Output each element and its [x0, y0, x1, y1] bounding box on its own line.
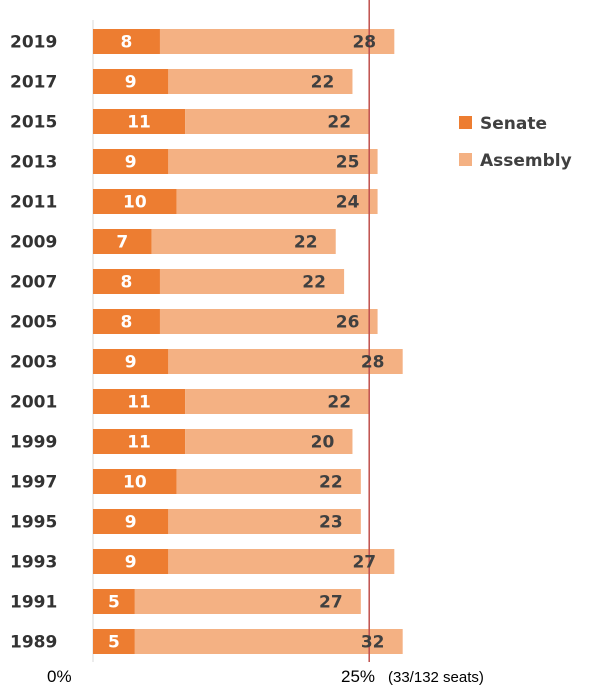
data-label-senate: 5: [108, 593, 120, 613]
y-tick-label: 2015: [10, 113, 57, 133]
y-tick-label: 1995: [10, 513, 57, 533]
y-tick-label: 2013: [10, 153, 57, 173]
data-label-senate: 8: [121, 33, 133, 53]
data-label-senate: 8: [121, 273, 133, 293]
data-label-assembly: 26: [336, 313, 360, 333]
data-label-senate: 10: [123, 473, 147, 493]
data-label-senate: 9: [125, 73, 137, 93]
bar-senate: [93, 629, 135, 654]
data-label-assembly: 28: [361, 353, 385, 373]
bar-assembly: [151, 229, 336, 254]
bar-senate: [93, 29, 160, 54]
bar-senate: [93, 509, 169, 534]
bar-assembly: [168, 149, 378, 174]
data-label-assembly: 28: [352, 33, 376, 53]
y-tick-label: 2019: [10, 33, 57, 53]
y-tick-label: 2009: [10, 233, 57, 253]
y-tick-label: 2007: [10, 273, 57, 293]
data-label-senate: 11: [127, 393, 151, 413]
bar-assembly: [134, 589, 361, 614]
data-label-senate: 11: [127, 433, 151, 453]
data-label-senate: 9: [125, 553, 137, 573]
data-label-assembly: 25: [336, 153, 360, 173]
bar-senate: [93, 589, 135, 614]
data-label-assembly: 22: [327, 113, 351, 133]
legend-swatch-senate: [459, 116, 472, 129]
bar-assembly: [168, 349, 403, 374]
bar-senate: [93, 309, 160, 334]
y-tick-label: 1993: [10, 553, 57, 573]
data-label-assembly: 23: [319, 513, 343, 533]
data-label-senate: 9: [125, 353, 137, 373]
y-tick-label: 2005: [10, 313, 57, 333]
bar-senate: [93, 429, 186, 454]
data-label-senate: 5: [108, 633, 120, 653]
x-axis-reference-label: 25%: [341, 667, 375, 686]
y-tick-label: 2011: [10, 193, 57, 213]
bar-senate: [93, 549, 169, 574]
data-label-assembly: 22: [319, 473, 343, 493]
data-label-assembly: 22: [327, 393, 351, 413]
data-label-senate: 9: [125, 153, 137, 173]
legend: Senate Assembly: [459, 114, 572, 171]
y-tick-label: 2001: [10, 393, 57, 413]
bar-assembly: [185, 389, 370, 414]
bar-assembly: [159, 29, 395, 54]
data-label-assembly: 24: [336, 193, 360, 213]
data-label-assembly: 22: [294, 233, 318, 253]
y-tick-label: 1999: [10, 433, 57, 453]
legend-swatch-assembly: [459, 153, 472, 166]
bar-senate: [93, 149, 169, 174]
x-axis-reference-note: (33/132 seats): [388, 669, 484, 686]
data-label-assembly: 27: [319, 593, 343, 613]
y-tick-label: 1989: [10, 633, 57, 653]
data-label-senate: 7: [116, 233, 128, 253]
bar-assembly: [176, 189, 378, 214]
bar-senate: [93, 109, 186, 134]
legend-label-senate: Senate: [480, 114, 547, 134]
y-tick-label: 2003: [10, 353, 57, 373]
bar-assembly: [168, 549, 395, 574]
bar-assembly: [168, 69, 353, 94]
y-tick-label: 1997: [10, 473, 57, 493]
data-label-assembly: 20: [311, 433, 335, 453]
y-tick-label: 1991: [10, 593, 57, 613]
data-label-senate: 10: [123, 193, 147, 213]
bar-assembly: [185, 109, 370, 134]
y-tick-label: 2017: [10, 73, 57, 93]
bar-senate: [93, 189, 177, 214]
bar-senate: [93, 389, 186, 414]
data-label-senate: 11: [127, 113, 151, 133]
bar-senate: [93, 349, 169, 374]
data-label-senate: 9: [125, 513, 137, 533]
bar-senate: [93, 69, 169, 94]
bar-assembly: [159, 269, 345, 294]
bar-senate: [93, 269, 160, 294]
bar-assembly: [159, 309, 378, 334]
data-label-assembly: 32: [361, 633, 385, 653]
data-label-assembly: 27: [352, 553, 376, 573]
bar-assembly: [185, 429, 353, 454]
legend-label-assembly: Assembly: [480, 151, 572, 171]
x-axis-min-label: 0%: [47, 667, 72, 686]
bar-assembly: [168, 509, 361, 534]
data-label-assembly: 22: [302, 273, 326, 293]
bar-assembly: [176, 469, 361, 494]
bar-senate: [93, 469, 177, 494]
data-label-assembly: 22: [311, 73, 335, 93]
data-label-senate: 8: [121, 313, 133, 333]
bar-senate: [93, 229, 152, 254]
bar-assembly: [134, 629, 403, 654]
